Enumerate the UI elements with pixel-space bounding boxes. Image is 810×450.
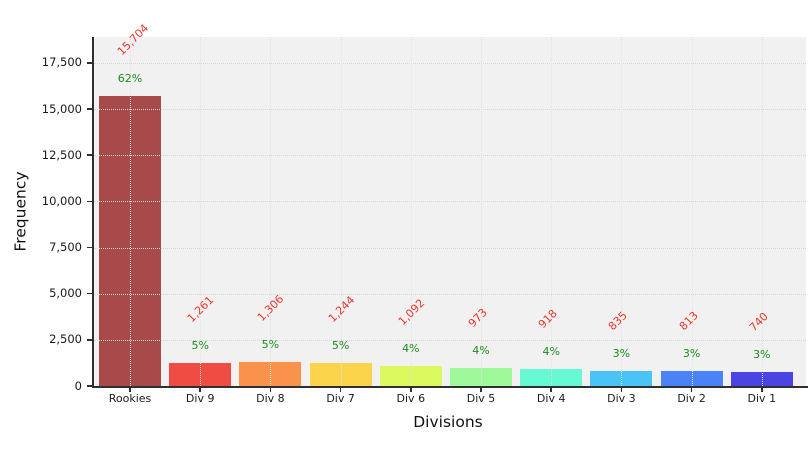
x-tick-mark (761, 388, 763, 392)
bar-percentage-label: 4% (542, 345, 560, 359)
x-tick-label: Div 9 (185, 392, 215, 405)
y-tick-label: 7,500 (49, 240, 82, 254)
bar-percentage-label: 62% (117, 72, 143, 86)
y-tick-label: 10,000 (41, 193, 82, 208)
x-tick-label: Div 2 (677, 392, 706, 405)
gridline-horizontal (94, 339, 806, 341)
gridline-vertical (270, 37, 272, 386)
gridline-horizontal (94, 62, 806, 64)
gridline-vertical (621, 37, 623, 386)
bar-percentage-label: 3% (682, 347, 701, 360)
y-tick-mark (87, 62, 92, 64)
x-tick-label: Div 8 (256, 392, 285, 405)
gridline-vertical (410, 37, 412, 386)
gridline-horizontal (94, 201, 806, 203)
y-tick-label: 0 (74, 378, 82, 393)
bar-percentage-label: 4% (472, 344, 490, 358)
bar-percentage-label: 3% (612, 346, 631, 360)
gridline-horizontal (94, 293, 806, 295)
x-tick-label: Div 4 (536, 392, 566, 405)
x-axis-spine (92, 386, 808, 388)
y-tick-mark (87, 339, 92, 341)
x-tick-mark (269, 388, 272, 392)
x-tick-mark (410, 388, 412, 392)
x-tick-label: Div 3 (607, 392, 636, 405)
x-tick-mark (480, 388, 482, 392)
bar-percentage-label: 3% (753, 348, 771, 362)
y-tick-label: 12,500 (41, 147, 82, 162)
gridline-vertical (691, 37, 693, 386)
x-tick-mark (199, 388, 201, 392)
y-tick-mark (87, 200, 92, 203)
x-tick-mark (620, 388, 623, 392)
x-tick-label: Div 1 (747, 392, 777, 405)
y-tick-mark (87, 108, 92, 110)
gridline-vertical (481, 37, 482, 386)
x-tick-label: Rookies (108, 392, 152, 405)
gridline-horizontal (94, 109, 806, 111)
y-tick-mark (87, 385, 92, 387)
y-tick-mark (87, 246, 92, 249)
bar-percentage-label: 4% (402, 341, 420, 355)
y-axis-title: Frequency (11, 171, 30, 252)
gridline-horizontal (94, 247, 806, 249)
gridline-horizontal (94, 155, 806, 157)
x-tick-mark (339, 388, 342, 392)
plot-background (94, 37, 806, 386)
y-tick-mark (87, 154, 92, 156)
bar-percentage-label: 5% (261, 337, 280, 351)
gridline-vertical (761, 37, 763, 386)
y-tick-label: 5,000 (49, 286, 82, 301)
x-axis-title: Divisions (413, 413, 483, 431)
x-tick-mark (550, 388, 552, 392)
y-tick-mark (87, 292, 92, 295)
x-tick-mark (690, 388, 693, 392)
bar-percentage-label: 5% (191, 338, 209, 352)
gridline-vertical (340, 37, 342, 386)
x-tick-mark (129, 388, 131, 392)
x-tick-label: Div 6 (396, 392, 426, 405)
bar-percentage-label: 5% (331, 339, 350, 353)
y-axis-spine (92, 37, 94, 388)
gridline-vertical (130, 37, 131, 386)
gridline-vertical (551, 37, 553, 386)
plot-area: 15,704 62% 1,261 5% 1,306 5% 1,244 5% 1,092 4% 973… (94, 22, 806, 386)
y-tick-label: 2,500 (49, 332, 82, 347)
x-tick-label: Div 7 (326, 392, 355, 405)
y-tick-label: 15,000 (41, 101, 82, 116)
x-tick-label: Div 5 (466, 392, 496, 405)
gridline-vertical (200, 37, 202, 386)
y-tick-label: 17,500 (41, 55, 82, 70)
